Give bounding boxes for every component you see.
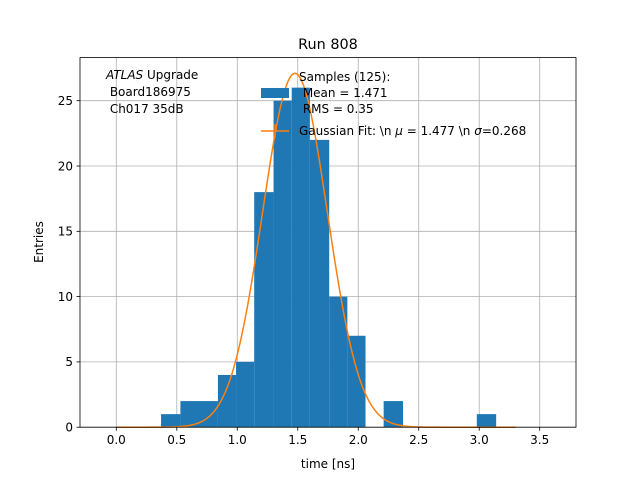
legend-samples-mean: Mean = 1.471 [299,86,388,100]
x-tick-label: 3.0 [470,433,489,447]
histogram-bar [291,87,310,428]
x-tick-label: 3.5 [530,433,549,447]
legend-samples-line-1: Samples (125): [299,70,390,84]
y-tick-label: 0 [65,421,73,435]
legend-fit-mid: = 1.477 \n [403,124,474,138]
y-tick-label: 20 [58,159,73,173]
histogram-bar [476,414,497,428]
histogram-bar [309,139,330,428]
y-tick-label: 15 [58,225,73,239]
histogram-bar [161,414,181,428]
y-tick-label: 5 [65,355,73,369]
histogram-bar [254,192,274,428]
y-axis-label: Entries [32,221,46,263]
annotation-atlas: ATLAS [105,68,144,82]
histogram-bar [236,361,255,428]
x-tick-label: 0.0 [107,433,126,447]
legend-fit-prefix: Gaussian Fit: \n [299,124,395,138]
atlas-annotation: ATLAS Upgrade Board186975 Ch017 35dB [105,68,198,116]
x-tick-label: 1.0 [228,433,247,447]
annotation-upgrade: Upgrade [143,68,198,82]
legend-fit-sigma: σ [474,124,482,138]
legend-fit-suffix: =0.268 [482,124,526,138]
legend-fit-label: Gaussian Fit: \n μ = 1.477 \n σ=0.268 [299,124,526,138]
x-axis-label: time [ns] [301,457,355,471]
chart-title: Run 808 [298,37,358,53]
axes-frame [79,57,577,428]
y-tick-label: 25 [58,94,73,108]
legend-histogram-patch [261,88,289,98]
histogram-bar [273,100,292,428]
x-tick-label: 0.5 [167,433,186,447]
histogram-bar [329,296,348,428]
annotation-channel: Ch017 35dB [106,102,184,116]
histogram-bar [217,374,237,428]
legend: Samples (125): Mean = 1.471 RMS = 0.35 G… [261,70,526,138]
annotation-board: Board186975 [106,85,191,99]
x-tick-label: 1.5 [288,433,307,447]
legend-fit-mu: μ [394,124,403,138]
legend-samples-rms: RMS = 0.35 [299,102,374,116]
histogram-bars [161,87,497,428]
x-tick-label: 2.5 [409,433,428,447]
axis-ticks: 0.0 0.5 1.0 1.5 2.0 2.5 3.0 3.5 0 5 10 15 20 25 [58,94,550,447]
y-tick-label: 10 [58,290,73,304]
x-tick-label: 2.0 [349,433,368,447]
histogram-bar [347,335,366,428]
annotation-line-1: ATLAS Upgrade [105,68,198,82]
histogram-bar [383,401,404,428]
